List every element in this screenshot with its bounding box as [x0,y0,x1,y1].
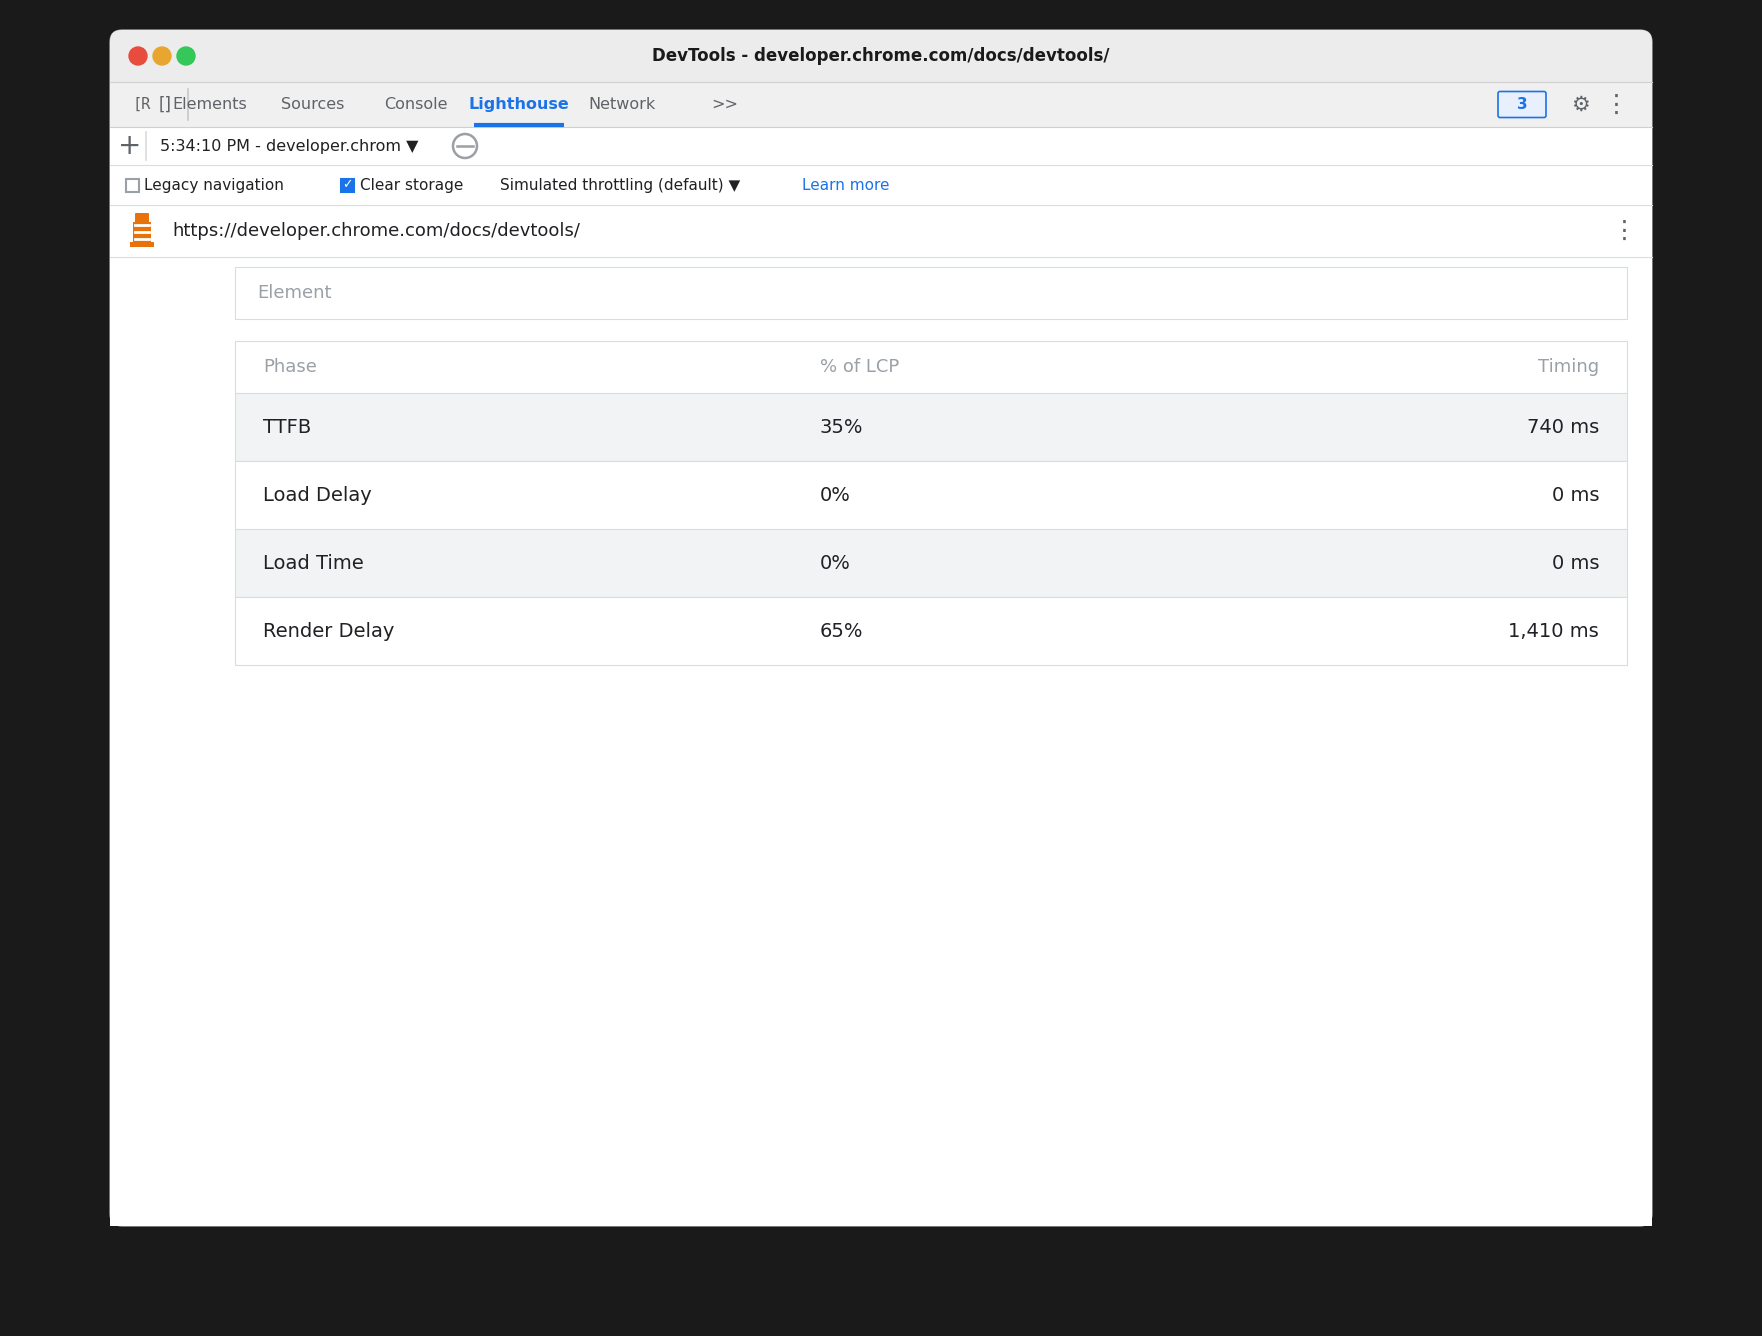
Bar [132,222,152,242]
Text: 65%: 65% [819,621,863,640]
FancyBboxPatch shape [109,29,1653,1226]
Bar [234,461,1626,529]
Text: 0%: 0% [819,485,851,505]
Text: 0 ms: 0 ms [1552,485,1598,505]
Bar [234,529,1626,597]
FancyBboxPatch shape [1498,91,1545,118]
Text: +: + [118,132,141,160]
Text: Phase: Phase [263,358,317,375]
Bar [340,179,354,191]
Text: ⚙: ⚙ [1570,95,1589,115]
Text: Element: Element [257,285,331,302]
Text: Timing: Timing [1538,358,1598,375]
Bar [125,179,139,191]
Text: Lighthouse: Lighthouse [469,98,569,112]
Text: Legacy navigation: Legacy navigation [144,178,284,192]
Text: ⋮: ⋮ [1603,92,1628,116]
Text: Learn more: Learn more [802,178,890,192]
Bar [109,166,1653,204]
Text: 35%: 35% [819,417,863,437]
Text: Load Delay: Load Delay [263,485,372,505]
Text: Clear storage: Clear storage [359,178,463,192]
Text: ⋮: ⋮ [1612,219,1637,243]
Circle shape [153,47,171,65]
Bar [109,127,1653,166]
Text: Console: Console [384,98,448,112]
Bar [234,393,1626,461]
Text: DevTools - developer.chrome.com/docs/devtools/: DevTools - developer.chrome.com/docs/dev… [652,47,1110,65]
Text: 5:34:10 PM - developer.chrom ▼: 5:34:10 PM - developer.chrom ▼ [160,139,418,154]
Text: ✓: ✓ [342,178,352,191]
Text: Render Delay: Render Delay [263,621,395,640]
Text: >>: >> [712,98,738,112]
FancyBboxPatch shape [109,29,1653,81]
Bar [109,204,1653,257]
Bar [234,267,1626,319]
Text: 1,410 ms: 1,410 ms [1508,621,1598,640]
Circle shape [176,47,196,65]
Text: [R: [R [132,98,150,112]
Circle shape [129,47,146,65]
Text: 3: 3 [1517,98,1528,112]
Text: Simulated throttling (default) ▼: Simulated throttling (default) ▼ [500,178,740,192]
Text: Network: Network [589,98,655,112]
Text: https://developer.chrome.com/docs/devtools/: https://developer.chrome.com/docs/devtoo… [173,222,580,240]
Text: 0 ms: 0 ms [1552,553,1598,573]
Text: Elements: Elements [173,98,247,112]
Bar [109,81,1653,127]
Bar [109,56,1653,81]
Text: TTFB: TTFB [263,417,312,437]
Bar [234,341,1626,393]
Text: []: [] [159,95,171,114]
Text: Load Time: Load Time [263,553,363,573]
FancyBboxPatch shape [136,212,150,223]
Bar [109,257,1653,1226]
Text: % of LCP: % of LCP [819,358,899,375]
Text: 0%: 0% [819,553,851,573]
Bar [130,242,153,247]
Text: Sources: Sources [282,98,345,112]
Bar [234,597,1626,665]
Text: 740 ms: 740 ms [1526,417,1598,437]
